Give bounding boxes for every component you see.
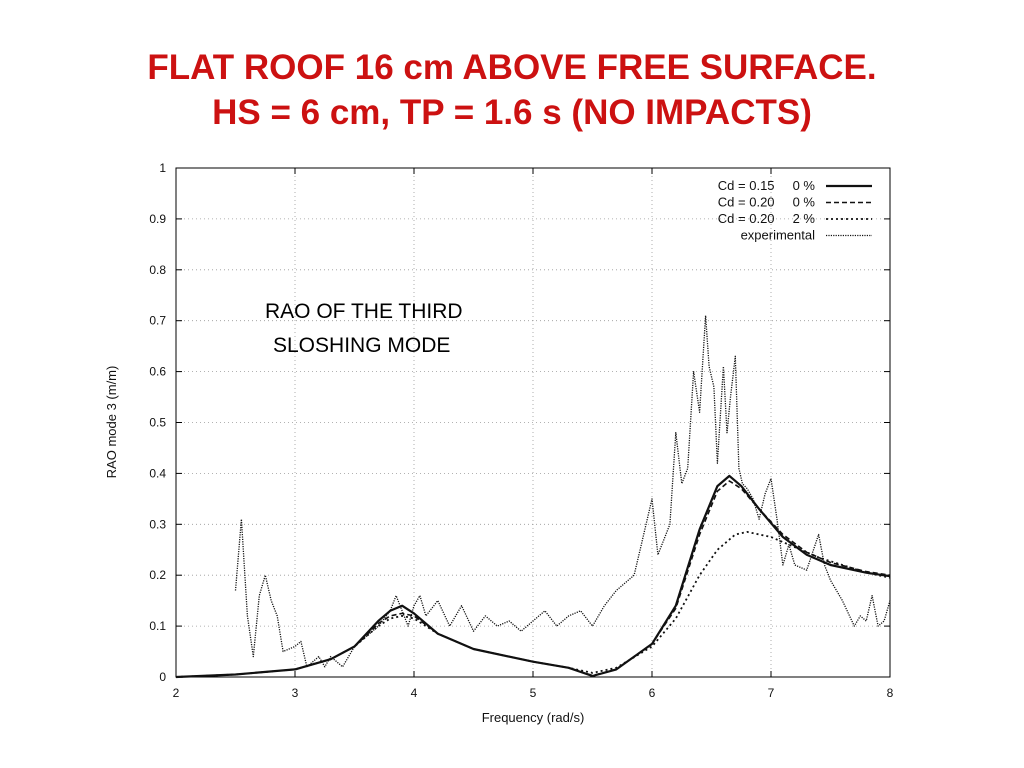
legend-label: experimental (741, 228, 816, 243)
slide-title-line-1: FLAT ROOF 16 cm ABOVE FREE SURFACE. (147, 48, 877, 87)
series-line-3 (234, 314, 891, 668)
annotation-line-2: SLOSHING MODE (273, 334, 450, 357)
legend-label: Cd = 0.20 0 % (718, 195, 816, 210)
x-tick-label: 7 (768, 686, 775, 700)
y-axis-label: RAO mode 3 (m/m) (104, 366, 119, 479)
y-tick-label: 0.7 (149, 314, 166, 328)
y-tick-label: 0 (159, 670, 166, 684)
series-line-1 (175, 480, 891, 678)
x-tick-label: 4 (411, 686, 418, 700)
y-tick-label: 0.8 (149, 263, 166, 277)
legend-label: Cd = 0.15 0 % (718, 178, 816, 193)
x-tick-label: 2 (173, 686, 180, 700)
x-tick-label: 6 (649, 686, 656, 700)
y-tick-label: 0.4 (149, 466, 166, 480)
x-tick-label: 3 (292, 686, 299, 700)
y-tick-label: 0.6 (149, 365, 166, 379)
y-tick-label: 0.3 (149, 517, 166, 531)
axis-ticks: 2 3 4 5 6 7 8 0 0.1 0.2 0.3 0.4 0.5 0.6 0.7 0.8 0.9 1 (149, 161, 893, 700)
x-axis-label: Frequency (rad/s) (482, 710, 585, 725)
x-tick-label: 8 (887, 686, 894, 700)
y-tick-label: 0.1 (149, 619, 166, 633)
annotation-line-1: RAO OF THE THIRD (265, 300, 463, 323)
slide-title-line-2: HS = 6 cm, TP = 1.6 s (NO IMPACTS) (212, 93, 812, 132)
series-line-2 (175, 531, 891, 678)
y-tick-label: 0.2 (149, 568, 166, 582)
x-tick-label: 5 (530, 686, 537, 700)
y-tick-label: 0.5 (149, 416, 166, 430)
y-tick-label: 0.9 (149, 212, 166, 226)
series-layer (175, 314, 891, 679)
y-tick-label: 1 (159, 161, 166, 175)
legend-label: Cd = 0.20 2 % (718, 211, 816, 226)
grid-lines (176, 168, 890, 677)
legend: Cd = 0.15 0 % Cd = 0.20 0 %Cd = 0.20 2 % e… (718, 178, 872, 243)
